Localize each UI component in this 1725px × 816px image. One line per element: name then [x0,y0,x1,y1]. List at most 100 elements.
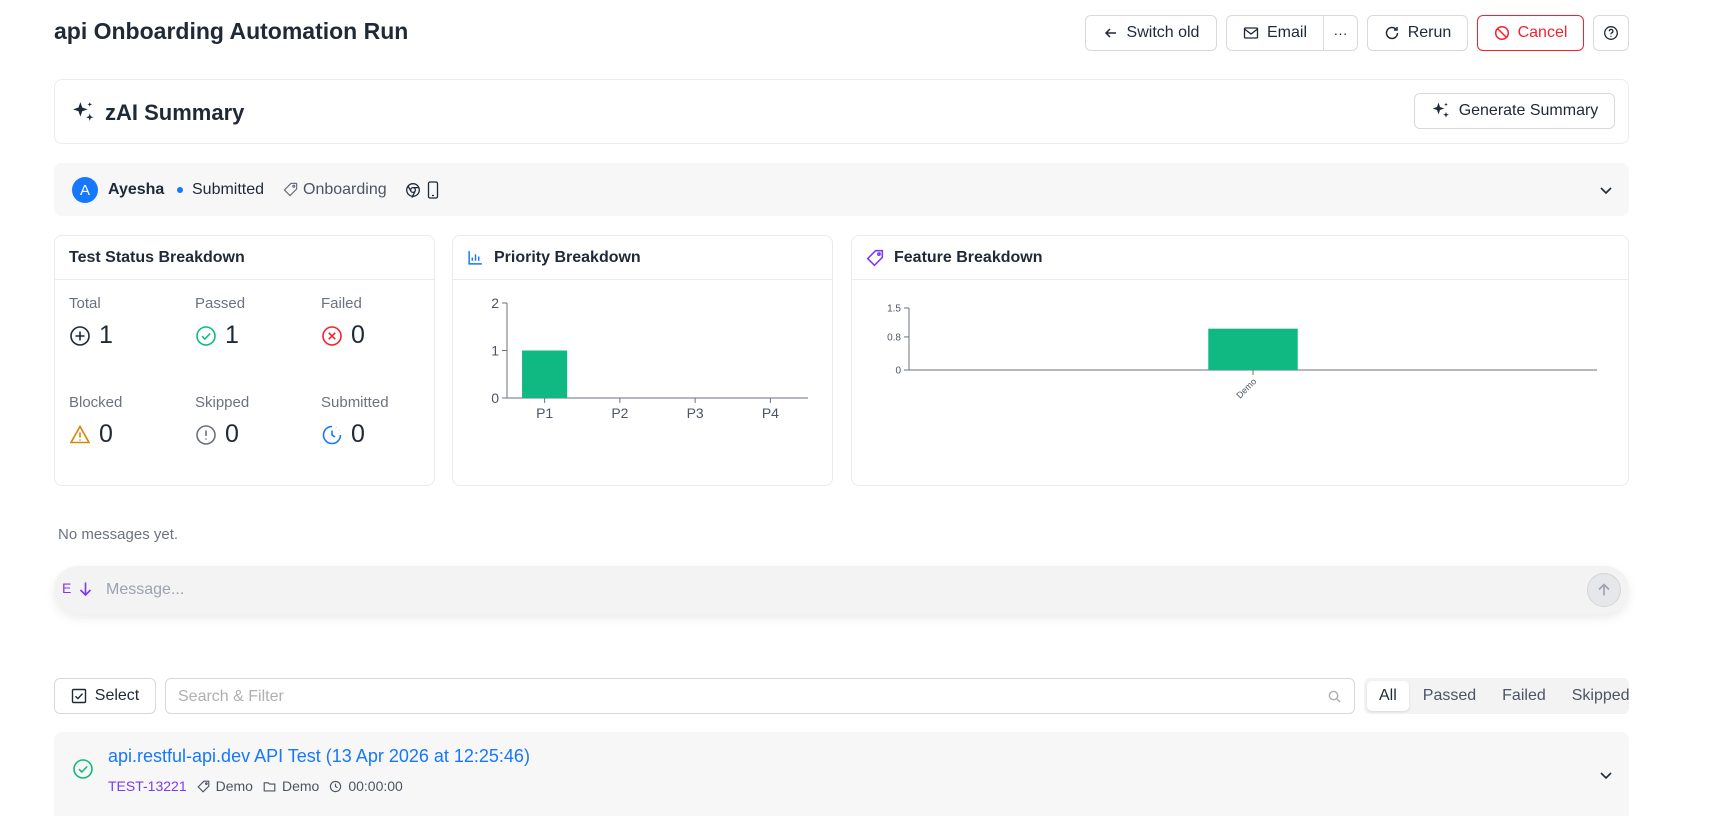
chevron-down-icon[interactable] [1599,768,1613,782]
search-icon[interactable] [1328,690,1341,703]
check-circle-icon [196,325,216,346]
clock-icon [322,425,342,444]
message-input[interactable] [106,579,1506,601]
summary-title: zAI Summary [105,100,245,125]
y-tick-label: 1.5 [887,304,901,315]
more-options-button[interactable]: ··· [1323,15,1358,51]
clock-icon [330,780,342,792]
arrow-left-icon [1104,28,1116,38]
status-filter: All Passed Failed Skipped [1364,678,1630,714]
warning-icon [69,424,91,443]
y-tick-label: 0.8 [887,332,901,343]
stat-skipped-value: 0 [195,420,239,449]
chevron-down-icon[interactable] [1599,183,1613,197]
cancel-label: Cancel [1517,24,1568,41]
stat-blocked-number: 0 [99,420,113,448]
email-button[interactable]: Email [1226,15,1324,51]
rerun-button[interactable]: Rerun [1367,15,1468,51]
status-dot [177,187,183,193]
run-meta-bar[interactable]: A Ayesha Submitted Onboarding [54,163,1629,216]
search-input[interactable] [178,687,1308,707]
priority-breakdown-card: Priority Breakdown 0 1 2 P1 P2 P3 P4 [452,235,833,486]
help-button[interactable] [1593,15,1629,51]
x-tick-label: P3 [687,405,704,421]
stat-skipped-number: 0 [225,420,239,448]
stat-total-number: 1 [99,321,113,349]
rerun-label: Rerun [1407,24,1452,41]
stat-total-label: Total [69,295,101,312]
stat-total-value: 1 [69,321,113,350]
feature-breakdown-header: Feature Breakdown [852,236,1628,280]
tag-icon [866,249,884,266]
y-tick-label: 0 [895,366,901,377]
agent-selector[interactable]: E [62,580,72,596]
browser-icon [406,183,420,198]
stat-blocked-label: Blocked [69,394,123,411]
test-title[interactable]: api.restful-api.dev API Test (13 Apr 202… [108,746,530,766]
x-circle-icon [322,325,342,346]
stat-failed-label: Failed [321,295,362,312]
tag-label: Onboarding [303,181,387,198]
plus-circle-icon [70,325,90,346]
x-tick-label: P1 [536,405,553,421]
message-composer: E [54,566,1629,614]
stop-icon [1494,25,1509,41]
folder-icon [263,781,276,792]
avatar: A [72,177,98,203]
exclamation-circle-icon [196,424,216,445]
test-status-title: Test Status Breakdown [69,248,245,266]
x-tick-label: Demo [1234,376,1258,400]
send-button[interactable] [1587,573,1621,607]
stat-failed-number: 0 [351,321,365,349]
mail-icon [1243,27,1259,39]
test-meta: TEST-13221 Demo Demo 00:00:00 [108,778,403,794]
stat-submitted-label: Submitted [321,394,389,411]
arrow-down-icon[interactable] [78,581,93,597]
search-box [165,678,1355,714]
stat-passed-number: 1 [225,321,239,349]
stat-submitted-value: 0 [321,420,365,449]
stat-failed-value: 0 [321,321,365,350]
feature-breakdown-title: Feature Breakdown [894,248,1043,266]
test-id[interactable]: TEST-13221 [108,778,187,794]
x-tick-label: P4 [762,405,779,421]
priority-breakdown-header: Priority Breakdown [453,236,832,280]
priority-chart: 0 1 2 P1 P2 P3 P4 [491,295,808,421]
select-label: Select [94,687,140,704]
cancel-button[interactable]: Cancel [1477,15,1584,51]
test-status-header: Test Status Breakdown [55,236,434,280]
filter-passed[interactable]: Passed [1422,687,1477,704]
stat-blocked-value: 0 [69,420,113,449]
test-folder: Demo [281,778,320,794]
summary-card: zAI Summary Generate Summary [54,79,1629,144]
email-label: Email [1266,24,1307,41]
more-icon: ··· [1333,25,1348,41]
y-tick-label: 0 [491,390,499,406]
switch-old-button[interactable]: Switch old [1085,15,1217,51]
help-icon [1604,26,1618,40]
stat-skipped-label: Skipped [195,394,250,411]
refresh-icon [1385,26,1398,40]
sparkle-icon [73,102,94,121]
bar-demo[interactable] [1208,328,1298,370]
filter-all[interactable]: All [1367,681,1409,711]
bar-p1[interactable] [522,350,568,399]
checkbox-icon [71,688,86,704]
bar-chart-icon [468,251,482,265]
stat-submitted-number: 0 [351,420,365,448]
priority-breakdown-title: Priority Breakdown [494,248,641,266]
mobile-icon [427,181,439,199]
stat-passed-value: 1 [195,321,239,350]
arrow-up-icon [1598,583,1610,596]
filter-failed[interactable]: Failed [1502,687,1546,704]
status-text: Submitted [192,181,265,198]
x-tick-label: P2 [611,405,628,421]
select-button[interactable]: Select [54,678,156,714]
generate-summary-button[interactable]: Generate Summary [1414,93,1615,129]
generate-summary-label: Generate Summary [1458,102,1599,119]
check-circle-icon [73,759,93,779]
filter-skipped[interactable]: Skipped [1571,687,1630,704]
sparkle-icon [1432,102,1449,118]
test-row[interactable]: api.restful-api.dev API Test (13 Apr 202… [54,732,1629,816]
page-title: api Onboarding Automation Run [54,18,409,44]
